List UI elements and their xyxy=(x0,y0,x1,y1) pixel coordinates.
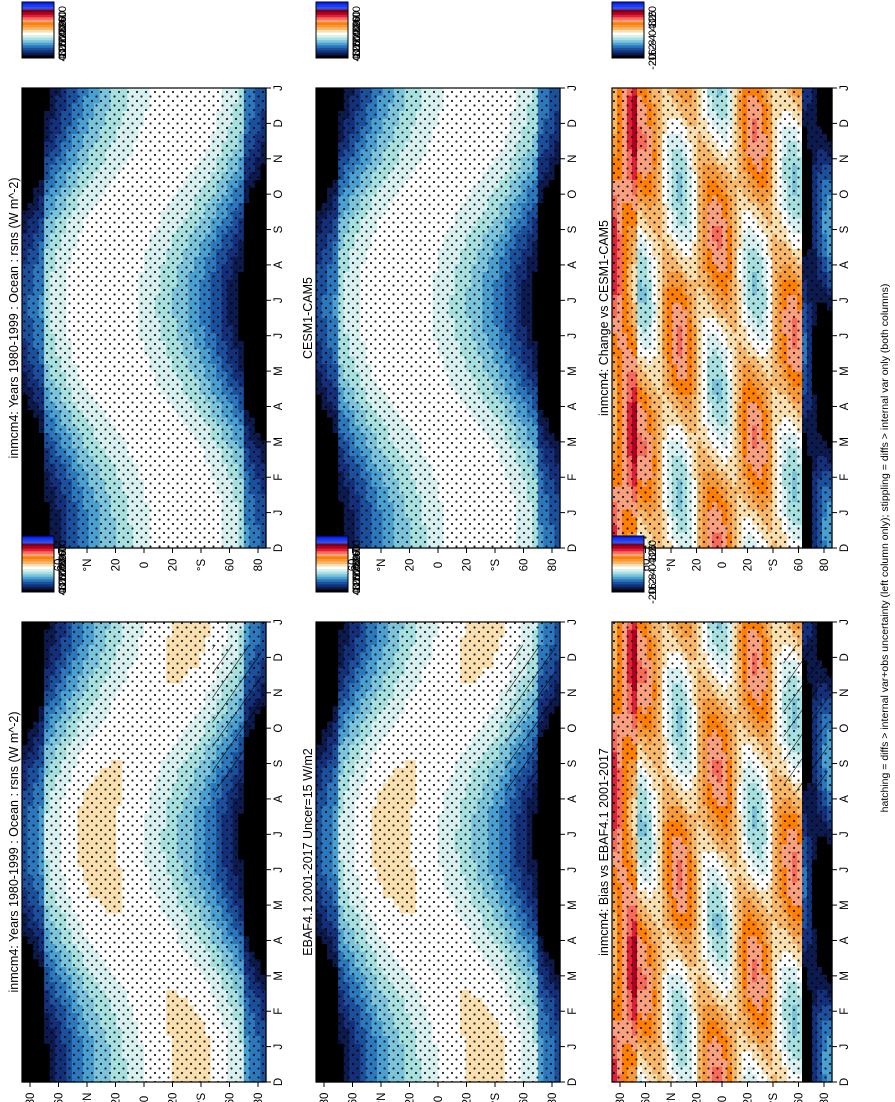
lat-tick-label: 0 xyxy=(139,562,151,568)
lat-tick-label: °S xyxy=(196,559,208,572)
lat-tick-label: 20 xyxy=(168,559,180,572)
month-tick-label: D xyxy=(273,544,285,552)
month-tick-label: J xyxy=(273,297,285,303)
lat-tick-label: 60 xyxy=(225,559,237,572)
lat-tick-label: °N xyxy=(82,559,94,572)
month-tick-label: J xyxy=(273,333,285,339)
month-tick-label: O xyxy=(273,190,285,199)
lat-tick-label: 80 xyxy=(253,559,265,572)
lat-tick-label: 20 xyxy=(111,559,123,572)
month-tick-label: N xyxy=(273,155,285,163)
lat-tick-label: 60 xyxy=(54,559,66,572)
month-tick-label: A xyxy=(273,261,285,269)
panel-title: inmcm4: Years 1980-1999 : Ocean : rsns (… xyxy=(7,178,21,459)
month-tick-label: D xyxy=(273,119,285,127)
month-tick-label: S xyxy=(273,225,285,233)
month-tick-label: A xyxy=(273,402,285,410)
month-tick-label: J xyxy=(273,510,285,516)
month-tick-label: M xyxy=(273,366,285,376)
month-tick-label: J xyxy=(273,85,285,91)
month-tick-label: M xyxy=(273,437,285,447)
stippling-overlay xyxy=(22,88,266,548)
month-tick-label: F xyxy=(273,474,285,481)
